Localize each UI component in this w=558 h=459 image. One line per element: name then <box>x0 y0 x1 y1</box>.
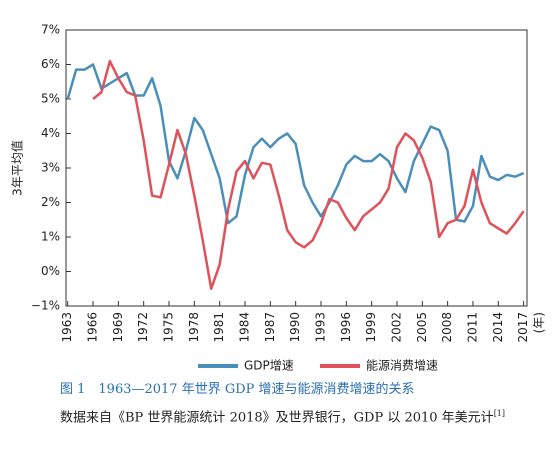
x-tick-label: 1963 <box>60 312 74 343</box>
y-tick-label: 3% <box>41 161 60 175</box>
x-tick-label: 1990 <box>288 312 302 343</box>
note-text: 数据来自《BP 世界能源统计 2018》及世界银行，GDP 以 2010 年美元… <box>60 410 494 426</box>
x-tick-label: 2005 <box>415 312 429 343</box>
plot-frame <box>65 29 528 307</box>
y-tick-label: 0% <box>41 264 60 278</box>
x-tick-label: 2014 <box>491 312 505 343</box>
x-tick-label: 2017 <box>516 312 530 343</box>
y-tick-label: 5% <box>41 92 60 106</box>
x-unit-label: (年) <box>532 312 546 333</box>
x-tick-label: 1975 <box>162 312 176 343</box>
x-tick-label: 1984 <box>237 312 251 343</box>
x-tick-label: 1996 <box>339 312 353 343</box>
x-tick-label: 2011 <box>465 312 479 343</box>
x-tick-label: 1969 <box>111 312 125 343</box>
x-tick-label: 1987 <box>263 312 277 343</box>
note-ref: [1] <box>493 409 506 418</box>
legend-label: 能源消费增速 <box>366 359 438 373</box>
y-tick-label: 4% <box>41 126 60 140</box>
caption-title: 图 1 1963—2017 年世界 GDP 增速与能源消费增速的关系 <box>60 382 415 397</box>
legend-label: GDP增速 <box>244 359 294 373</box>
chart: 3年平均值 −1% 0% 1% 2% 3% 4% 5% 6% 7% 1963 1966 1969 197… <box>10 23 547 373</box>
series-line <box>66 63 525 225</box>
x-tick-label: 2008 <box>440 312 454 343</box>
y-tick-label: 1% <box>41 230 60 244</box>
x-tick-label: 1972 <box>136 312 150 343</box>
x-tick-label: 1966 <box>86 312 100 343</box>
y-tick-label: −1% <box>31 299 60 313</box>
y-tick-label: 7% <box>41 23 60 37</box>
x-tick-label: 1993 <box>313 312 327 343</box>
x-tick-label: 1999 <box>364 312 378 343</box>
caption-note: 数据来自《BP 世界能源统计 2018》及世界银行，GDP 以 2010 年美元… <box>60 403 530 428</box>
y-axis-label: 3年平均值 <box>10 140 25 196</box>
x-tick-label: 2002 <box>389 312 403 343</box>
y-tick-label: 2% <box>41 195 60 209</box>
x-tick-label: 1981 <box>212 312 226 343</box>
x-tick-label: 1978 <box>187 312 201 343</box>
series-line <box>92 59 525 290</box>
y-tick-label: 6% <box>41 57 60 71</box>
